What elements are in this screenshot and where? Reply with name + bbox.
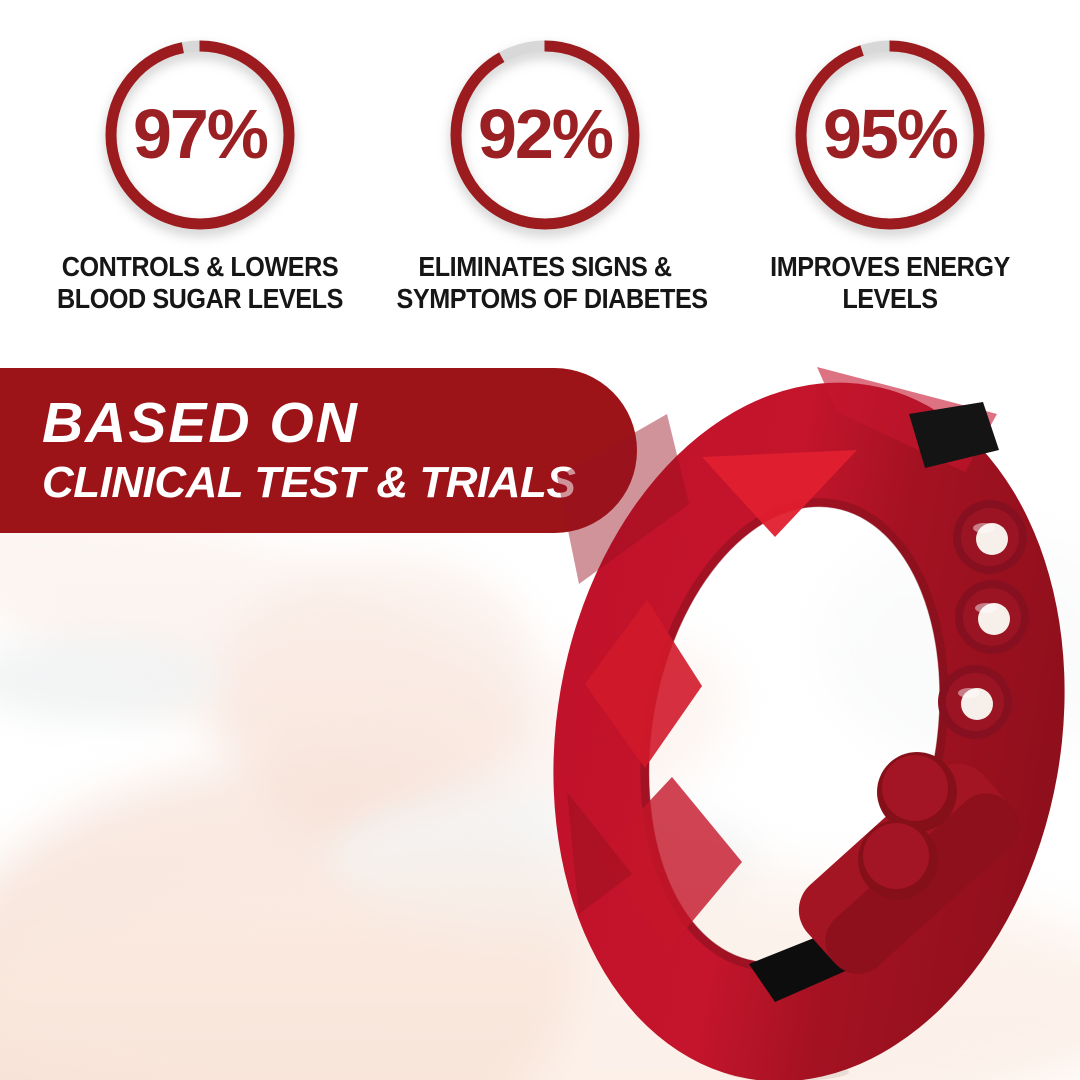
- progress-ring-wrap: 95%: [795, 40, 985, 230]
- gauge-caption-line: SYMPTOMS OF DIABETES: [396, 282, 709, 314]
- gauge-energy-levels: 95% IMPROVES ENERGY LEVELS: [725, 40, 1055, 315]
- gauge-caption-line: CONTROLS & LOWERS: [61, 251, 339, 282]
- strap-hole: [953, 500, 1027, 574]
- progress-ring-wrap: 92%: [450, 40, 640, 230]
- clinical-claim-banner: BASED ON CLINICAL TEST & TRIALS: [0, 368, 637, 533]
- facet-shade-lower-left: [567, 792, 632, 914]
- progress-ring: [795, 40, 985, 230]
- facet-diamond-left: [585, 600, 702, 768]
- strap-hole: [938, 665, 1012, 739]
- gauge-caption: IMPROVES ENERGY LEVELS: [742, 251, 1039, 315]
- gauge-diabetes-symptoms: 92% ELIMINATES SIGNS & SYMPTOMS OF DIABE…: [380, 40, 710, 315]
- clasp-button: [877, 752, 957, 832]
- inner-slot-top: [909, 402, 999, 468]
- progress-ring-wrap: 97%: [105, 40, 295, 230]
- gauge-caption: ELIMINATES SIGNS & SYMPTOMS OF DIABETES: [396, 251, 709, 315]
- ring-progress: [450, 40, 640, 230]
- gauge-caption-line: LEVELS: [842, 282, 938, 314]
- percentage-value: 97%: [132, 95, 269, 173]
- gauge-caption-line: BLOOD SUGAR LEVELS: [57, 282, 343, 314]
- strap-holes: [938, 500, 1029, 739]
- banner-title: BASED ON: [42, 390, 359, 455]
- facet-shade-upper-left: [557, 414, 689, 584]
- progress-ring: [105, 40, 295, 230]
- strap-hole: [955, 580, 1029, 654]
- percentage-value: 95%: [822, 95, 959, 173]
- ring-progress: [795, 40, 985, 230]
- banner-subtitle: CLINICAL TEST & TRIALS: [42, 457, 576, 507]
- percentage-value: 92%: [477, 95, 614, 173]
- ring-progress: [105, 40, 295, 230]
- gauge-caption: CONTROLS & LOWERS BLOOD SUGAR LEVELS: [52, 251, 349, 315]
- gauge-blood-sugar: 97% CONTROLS & LOWERS BLOOD SUGAR LEVELS: [35, 40, 365, 315]
- clasp: [798, 752, 1019, 974]
- gauge-caption-line: ELIMINATES SIGNS &: [418, 251, 672, 282]
- facet-triangle-top: [702, 450, 857, 537]
- gauge-caption-line: IMPROVES ENERGY: [770, 251, 1010, 282]
- facet-diamond-lower: [597, 777, 742, 948]
- progress-ring: [450, 40, 640, 230]
- clasp-button: [858, 820, 938, 900]
- product-image-red-wristband: [553, 367, 1065, 1080]
